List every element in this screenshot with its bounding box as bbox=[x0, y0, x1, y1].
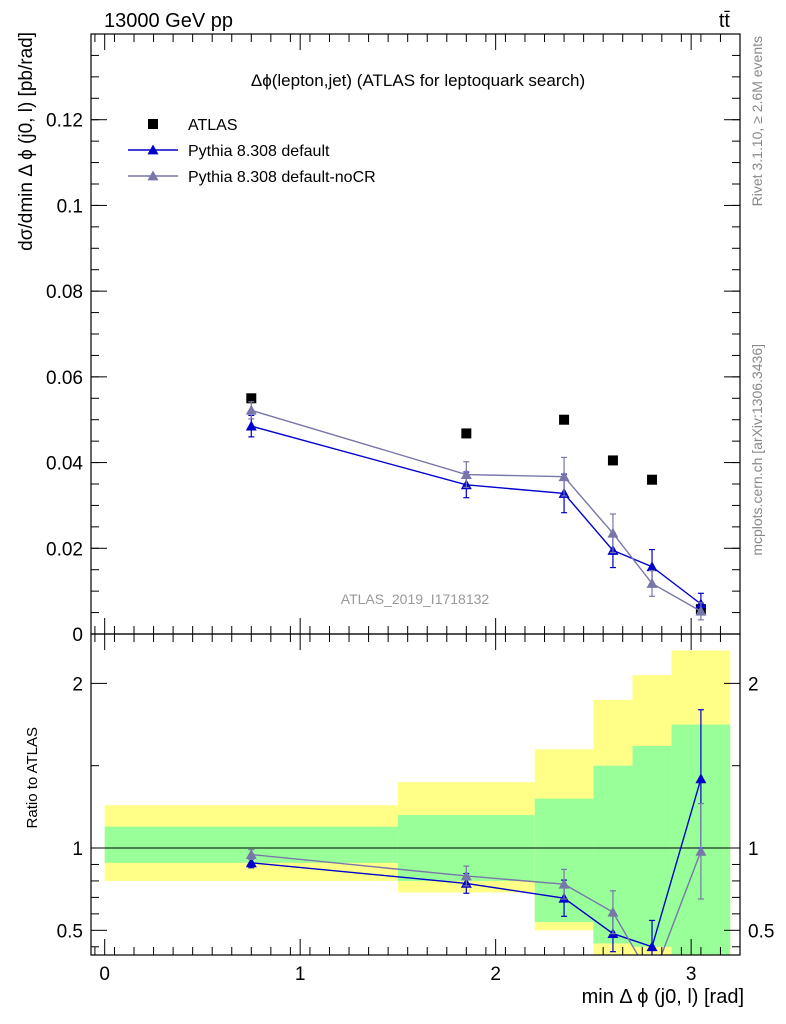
data-point-pythia bbox=[607, 527, 619, 538]
x-tick-label: 3 bbox=[686, 964, 697, 985]
data-point-pythia bbox=[460, 469, 472, 479]
y-tick-label-ratio-right: 0.5 bbox=[748, 921, 774, 942]
ratio-point bbox=[695, 773, 707, 784]
y-tick-label-main: 0.04 bbox=[46, 454, 83, 475]
ratio-point bbox=[646, 941, 658, 952]
series-line-main bbox=[251, 409, 702, 612]
rivet-version-label: Rivet 3.1.10, ≥ 2.6M events bbox=[749, 36, 765, 206]
y-tick-label-main: 0 bbox=[72, 625, 83, 646]
plot-text-labels: 13000 GeV pp tt̄ Δϕ(lepton,jet) (ATLAS f… bbox=[16, 10, 765, 1008]
y-tick-label-main: 0.12 bbox=[46, 111, 83, 132]
ratio-point bbox=[695, 845, 707, 856]
data-point-atlas bbox=[647, 474, 658, 485]
series-line-ratio bbox=[251, 778, 702, 948]
data-point-pythia bbox=[646, 561, 658, 572]
ratio-point bbox=[460, 870, 472, 881]
ratio-point bbox=[245, 857, 257, 868]
legend-label: Pythia 8.308 default bbox=[188, 143, 330, 160]
ratio-point bbox=[558, 878, 570, 889]
x-axis-label: min Δ ϕ (j0, l) [rad] bbox=[582, 986, 744, 1008]
main-plot-series bbox=[245, 393, 707, 621]
ratio-band-green bbox=[632, 745, 672, 947]
y-tick-label-main: 0.1 bbox=[57, 196, 83, 217]
data-point-pythia bbox=[245, 404, 257, 415]
y-tick-label-ratio-right: 1 bbox=[748, 839, 759, 860]
y-tick-label-ratio-right: 2 bbox=[748, 674, 759, 695]
data-point-atlas bbox=[559, 414, 570, 425]
legend-marker-pythia bbox=[147, 170, 159, 181]
process-label: tt̄ bbox=[719, 10, 731, 32]
mcplots-label: mcplots.cern.ch [arXiv:1306.3436] bbox=[749, 344, 765, 556]
ratio-point bbox=[647, 974, 658, 984]
legend-marker-pythia bbox=[147, 144, 159, 155]
data-point-atlas bbox=[461, 428, 472, 439]
x-tick-label: 1 bbox=[295, 964, 306, 985]
ratio-point bbox=[245, 849, 257, 859]
series-line-ratio bbox=[251, 851, 702, 955]
data-point-pythia bbox=[558, 471, 570, 482]
y-tick-label-ratio: 0.5 bbox=[57, 921, 83, 942]
y-tick-label-main: 0.08 bbox=[46, 282, 83, 303]
data-point-pythia bbox=[695, 605, 707, 616]
series-line-main bbox=[251, 425, 702, 605]
data-point-pythia bbox=[245, 420, 257, 431]
ratio-y-axis-label: Ratio to ATLAS bbox=[24, 727, 41, 828]
legend-label: Pythia 8.308 default-noCR bbox=[188, 169, 376, 186]
y-tick-label-main: 0.02 bbox=[46, 539, 83, 560]
y-tick-label-ratio: 1 bbox=[72, 839, 83, 860]
legend-marker-atlas bbox=[148, 119, 158, 129]
y-tick-label-main: 0.06 bbox=[46, 368, 83, 389]
x-tick-label: 0 bbox=[99, 964, 110, 985]
ratio-plot-series bbox=[245, 709, 707, 984]
legend-label: ATLAS bbox=[188, 117, 238, 134]
y-tick-label-ratio: 2 bbox=[72, 674, 83, 695]
ratio-uncertainty-bands bbox=[91, 650, 740, 955]
data-point-atlas bbox=[246, 393, 257, 404]
data-point-pythia bbox=[646, 577, 658, 588]
ratio-point bbox=[607, 906, 619, 917]
data-point-atlas bbox=[607, 455, 618, 466]
plot-axes: 0 0.02 0.04 0.06 0.08 0.1 0.12 0.5 0.5 1 1 2 2 0 1 2 3 bbox=[46, 33, 774, 985]
plot-title: Δϕ(lepton,jet) (ATLAS for leptoquark sea… bbox=[251, 71, 585, 90]
x-tick-label: 2 bbox=[490, 964, 501, 985]
ratio-series-group bbox=[245, 802, 707, 984]
analysis-watermark: ATLAS_2019_I1718132 bbox=[341, 591, 490, 607]
ratio-plot-frame bbox=[90, 633, 741, 956]
main-y-axis-label: dσ/dmin Δ ϕ (j0, l) [pb/rad] bbox=[16, 32, 37, 251]
energy-label: 13000 GeV pp bbox=[104, 10, 233, 32]
legend: ATLAS Pythia 8.308 default Pythia 8.308 de… bbox=[128, 117, 376, 186]
